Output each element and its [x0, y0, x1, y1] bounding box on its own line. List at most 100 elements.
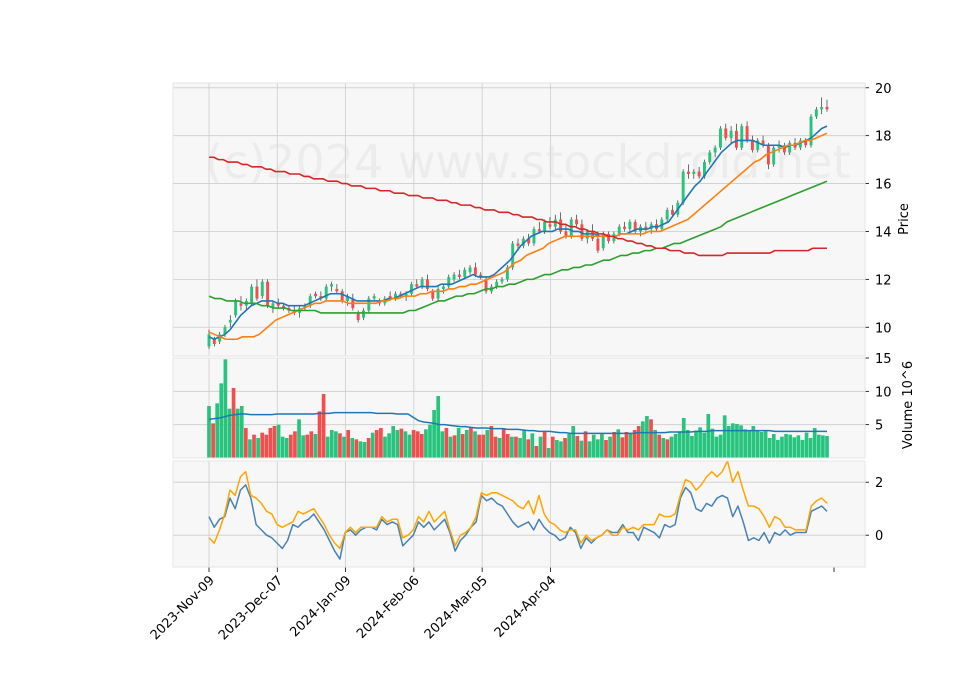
volume-bar — [800, 440, 805, 458]
candle-down — [607, 233, 611, 242]
volume-bar — [260, 432, 265, 458]
candle-down — [564, 231, 568, 237]
volume-bar — [731, 423, 735, 458]
grid-layer — [173, 83, 865, 567]
volume-bar — [673, 434, 678, 458]
candle-up — [820, 106, 824, 110]
volume-bar — [812, 428, 817, 458]
volume-tick-label: 15 — [875, 352, 892, 367]
volume-bar — [710, 428, 715, 458]
volume-bar — [493, 436, 498, 458]
volume-bar — [407, 434, 412, 458]
candle-up — [346, 296, 349, 301]
volume-bar — [649, 419, 653, 458]
candle-up — [708, 152, 712, 163]
candle-up — [543, 221, 547, 232]
candle-up — [601, 233, 605, 249]
candle-down — [750, 140, 754, 151]
volume-bar — [571, 426, 576, 458]
volume-bar — [690, 436, 694, 458]
volume-bar — [317, 411, 322, 458]
volume-bar — [526, 439, 531, 458]
volume-bar — [796, 435, 801, 458]
candle-down — [580, 224, 584, 239]
candle-up — [404, 293, 408, 297]
volume-bar — [338, 433, 342, 458]
volume-bar — [759, 432, 764, 458]
candle-down — [644, 226, 648, 230]
volume-bar — [477, 434, 481, 458]
candle-down — [724, 128, 728, 139]
candle-up — [250, 286, 254, 304]
volume-bar — [788, 434, 793, 458]
volume-bar — [583, 431, 588, 458]
volume-bar — [248, 439, 252, 458]
candle-down — [457, 274, 461, 277]
indicator-panel — [173, 461, 865, 567]
volume-bar — [411, 430, 416, 458]
volume-bar — [657, 434, 662, 458]
volume-bar — [346, 430, 350, 458]
volume-bar — [403, 431, 408, 458]
volume-bar — [444, 428, 449, 458]
candle-up — [798, 140, 802, 148]
indicator-line1 — [208, 484, 828, 560]
candle-up — [772, 147, 776, 165]
volume-bar — [792, 437, 797, 458]
volume-bar — [767, 438, 772, 458]
candle-down — [591, 231, 595, 239]
volume-bar — [776, 440, 780, 458]
volume-bar — [383, 436, 387, 458]
candle-down — [484, 279, 488, 292]
volume-bar — [645, 416, 649, 458]
candle-up — [447, 276, 451, 287]
candle-down — [623, 226, 627, 230]
candle-up — [367, 298, 371, 311]
candle-down — [415, 284, 419, 287]
series-ma200 — [209, 156, 827, 257]
volume-bar — [620, 437, 625, 458]
volume-bar — [456, 428, 461, 458]
series-ma10 — [208, 125, 828, 341]
volume-bar — [816, 434, 821, 458]
candle-up — [228, 320, 232, 323]
volume-bar — [289, 434, 293, 458]
volume-bar — [726, 426, 731, 458]
volume-average-line — [208, 411, 827, 435]
volume-bar — [211, 423, 215, 458]
volume-bar — [534, 446, 539, 458]
candle-up — [362, 310, 365, 318]
volume-bar — [755, 430, 760, 458]
volume-bar — [600, 433, 604, 458]
volume-bar — [219, 383, 224, 458]
volume-bar — [559, 441, 563, 458]
volume-bar — [510, 436, 514, 458]
candle-down — [782, 145, 786, 153]
candle-up — [468, 267, 472, 273]
volume-bar — [698, 427, 702, 458]
volume-bar — [616, 429, 621, 458]
price-tick-label: 10 — [875, 321, 892, 336]
indicator-tick-label: 2 — [875, 476, 883, 491]
volume-bar — [497, 438, 502, 458]
candle-down — [825, 106, 829, 110]
candle-down — [276, 303, 280, 306]
candle-down — [266, 281, 270, 306]
volume-bar — [808, 438, 813, 458]
volume-bar — [706, 414, 711, 458]
volume-bar — [366, 438, 371, 458]
volume-bar — [591, 434, 596, 458]
candle-up — [441, 286, 445, 289]
volume-bar — [235, 408, 240, 458]
volume-bar — [686, 430, 690, 458]
volume-bar — [239, 406, 244, 458]
price-axis-label: Price — [897, 203, 912, 235]
candle-down — [314, 293, 318, 297]
candle-up — [729, 130, 733, 139]
candle-down — [425, 279, 429, 289]
candle-up — [777, 145, 781, 148]
volume-bar — [440, 431, 445, 458]
volume-bar — [608, 436, 612, 458]
candle-down — [766, 145, 770, 165]
volume-bar — [436, 396, 441, 458]
